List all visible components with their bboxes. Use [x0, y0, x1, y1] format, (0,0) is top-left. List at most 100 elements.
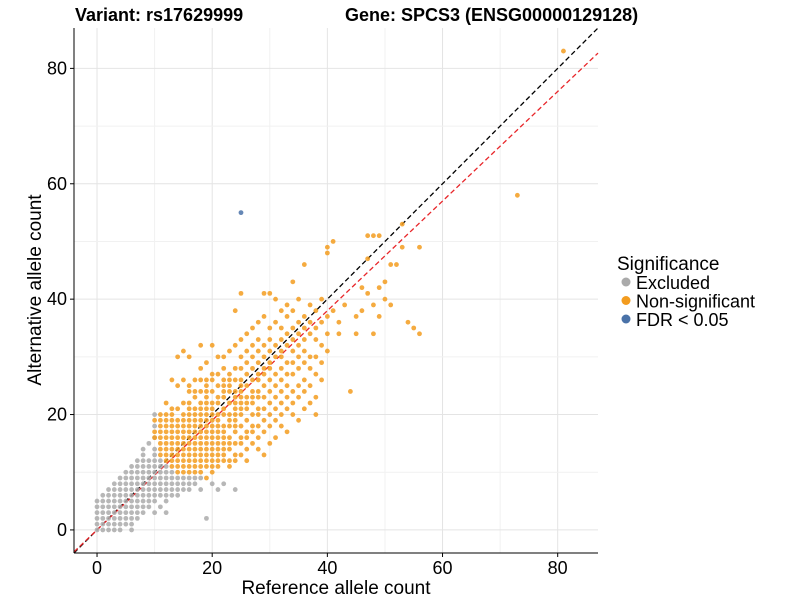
- data-point: [175, 464, 181, 469]
- data-point: [221, 365, 227, 371]
- data-point: [186, 435, 192, 441]
- data-point: [324, 314, 330, 319]
- data-point: [244, 406, 250, 412]
- legend-swatch: [621, 277, 631, 287]
- data-point: [198, 475, 204, 481]
- data-point: [296, 319, 301, 325]
- data-point: [192, 458, 198, 464]
- data-point: [296, 365, 301, 371]
- data-point: [157, 429, 163, 435]
- data-point: [319, 296, 324, 302]
- data-point: [146, 504, 152, 510]
- y-tick-label: 0: [57, 520, 67, 540]
- legend-label: Excluded: [636, 273, 710, 293]
- data-point: [198, 440, 204, 446]
- data-point: [232, 308, 238, 314]
- data-point: [157, 423, 163, 429]
- data-point: [157, 412, 163, 417]
- data-point: [319, 319, 324, 325]
- data-point: [192, 440, 198, 446]
- data-point: [232, 417, 238, 423]
- data-point: [192, 394, 198, 400]
- legend-swatch: [621, 314, 631, 324]
- data-point: [198, 464, 204, 469]
- data-point: [382, 279, 388, 285]
- data-point: [324, 244, 330, 250]
- data-point: [129, 469, 134, 475]
- data-point: [296, 417, 301, 423]
- data-point: [106, 510, 111, 516]
- data-point: [181, 417, 186, 423]
- data-point: [94, 521, 100, 527]
- data-point: [215, 417, 221, 423]
- data-point: [146, 469, 152, 475]
- data-point: [261, 417, 267, 423]
- data-point: [313, 394, 319, 400]
- data-point: [117, 498, 123, 504]
- data-point: [204, 406, 209, 412]
- data-point: [106, 521, 111, 527]
- data-point: [238, 210, 244, 216]
- data-point: [267, 325, 273, 331]
- data-point: [313, 371, 319, 377]
- data-point: [163, 469, 169, 475]
- data-point: [255, 319, 261, 325]
- data-point: [376, 314, 382, 319]
- data-point: [278, 354, 284, 360]
- data-point: [278, 325, 284, 331]
- y-tick-label: 20: [47, 405, 67, 425]
- data-point: [198, 446, 204, 452]
- data-point: [284, 371, 290, 377]
- data-point: [111, 527, 117, 533]
- data-point: [106, 487, 111, 492]
- data-point: [227, 377, 232, 383]
- data-point: [117, 481, 123, 487]
- data-point: [238, 389, 244, 394]
- data-point: [169, 452, 175, 458]
- data-point: [232, 412, 238, 417]
- data-point: [169, 446, 175, 452]
- data-point: [215, 435, 221, 441]
- data-point: [238, 440, 244, 446]
- data-point: [186, 452, 192, 458]
- data-point: [215, 383, 221, 389]
- data-point: [129, 521, 134, 527]
- y-tick-label: 80: [47, 58, 67, 78]
- data-point: [129, 487, 134, 492]
- data-point: [157, 435, 163, 441]
- data-point: [146, 487, 152, 492]
- data-point: [255, 423, 261, 429]
- data-point: [250, 389, 255, 394]
- data-point: [232, 429, 238, 435]
- data-point: [152, 487, 158, 492]
- data-point: [169, 377, 175, 383]
- data-point: [152, 452, 158, 458]
- data-point: [255, 446, 261, 452]
- data-point: [227, 400, 232, 406]
- data-point: [209, 417, 215, 423]
- data-point: [146, 458, 152, 464]
- data-point: [175, 487, 181, 492]
- data-point: [157, 464, 163, 469]
- data-point: [186, 400, 192, 406]
- data-point: [313, 325, 319, 331]
- data-point: [169, 492, 175, 498]
- data-point: [255, 389, 261, 394]
- legend-swatch: [621, 296, 631, 305]
- data-point: [129, 504, 134, 510]
- data-point: [238, 290, 244, 296]
- data-point: [157, 458, 163, 464]
- data-point: [215, 412, 221, 417]
- data-point: [198, 458, 204, 464]
- data-point: [284, 360, 290, 366]
- data-point: [123, 492, 129, 498]
- data-point: [255, 412, 261, 417]
- data-point: [307, 383, 313, 389]
- data-point: [359, 285, 365, 291]
- data-point: [273, 354, 278, 360]
- data-point: [267, 389, 273, 394]
- data-point: [221, 435, 227, 441]
- data-point: [134, 458, 140, 464]
- data-point: [181, 446, 186, 452]
- data-point: [163, 510, 169, 516]
